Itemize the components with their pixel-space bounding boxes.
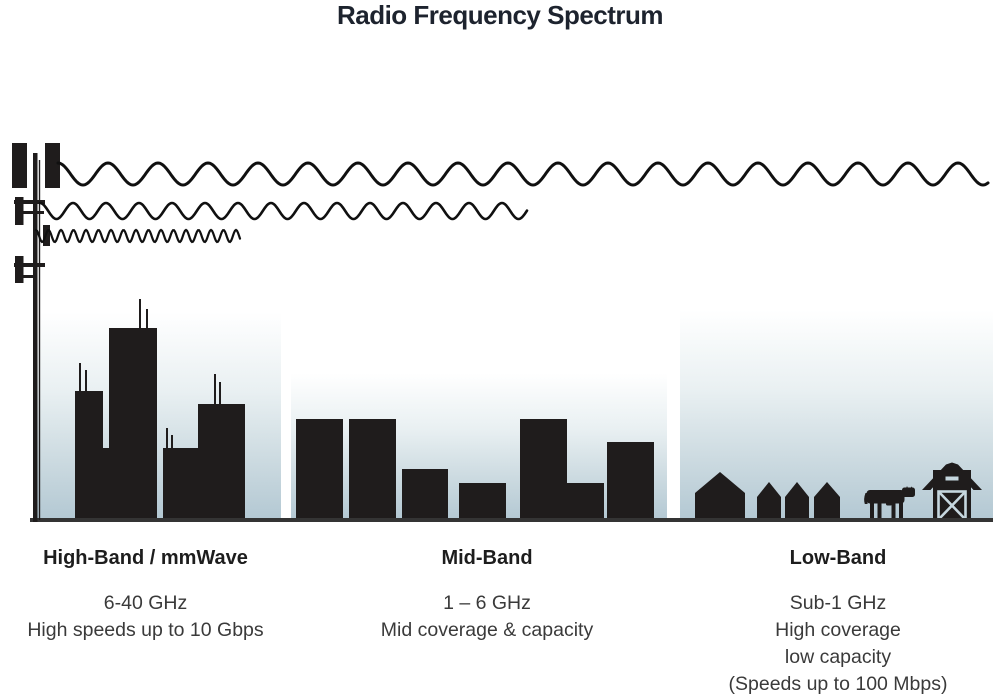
rooftop-antenna [79,363,81,391]
band-heading: High-Band / mmWave [43,547,248,569]
tower-crossbar [14,200,45,204]
tower-crossbar [19,211,44,214]
band-detail-line: (Speeds up to 100 Mbps) [728,673,948,695]
building-silhouette [296,419,343,520]
band-detail-line: low capacity [784,646,892,668]
building-silhouette [163,448,198,520]
rooftop-antenna [219,382,221,404]
low-band-label: Low-Band Sub-1 GHz High coverage low cap… [698,547,978,698]
mid-frequency-wave [38,201,529,221]
building-silhouette [459,483,506,520]
building-silhouette [103,448,109,520]
antenna-panel-left [12,143,27,188]
building-silhouette [109,328,157,520]
building-silhouette [198,404,245,520]
band-detail-line: High coverage [775,619,901,641]
band-detail-line: 1 – 6 GHz [443,592,531,614]
band-detail-line: Mid coverage & capacity [380,619,594,641]
rooftop-antenna [85,370,87,391]
rooftop-antenna [139,299,141,328]
high-frequency-wave [34,228,242,244]
antenna-panel-small-lower [15,256,24,283]
building-silhouette [520,419,567,520]
ground-line [30,518,993,522]
rooftop-antenna [166,428,168,448]
tower-crossbar [19,275,37,278]
antenna-stub [43,225,50,246]
rooftop-antenna [146,309,148,328]
band-detail-line: High speeds up to 10 Gbps [27,619,264,641]
building-silhouette [349,419,396,520]
band-heading: Low-Band [789,547,887,569]
band-detail-line: 6-40 GHz [103,592,188,614]
building-silhouette [75,391,103,520]
rooftop-antenna [171,435,173,448]
low-frequency-wave [56,161,990,187]
band-heading: Mid-Band [441,547,533,569]
antenna-panel-small-upper [15,197,24,225]
building-silhouette [607,442,654,520]
mid-band-label: Mid-Band 1 – 6 GHz Mid coverage & capaci… [347,547,627,644]
high-band-label: High-Band / mmWave 6-40 GHz High speeds … [3,547,288,644]
tower-crossbar [14,263,45,267]
building-silhouette [567,483,604,520]
rooftop-antenna [214,374,216,404]
diagram-title: Radio Frequency Spectrum [336,0,664,30]
antenna-panel-right [45,143,60,188]
band-detail-line: Sub-1 GHz [789,592,887,614]
building-silhouette [402,469,448,520]
